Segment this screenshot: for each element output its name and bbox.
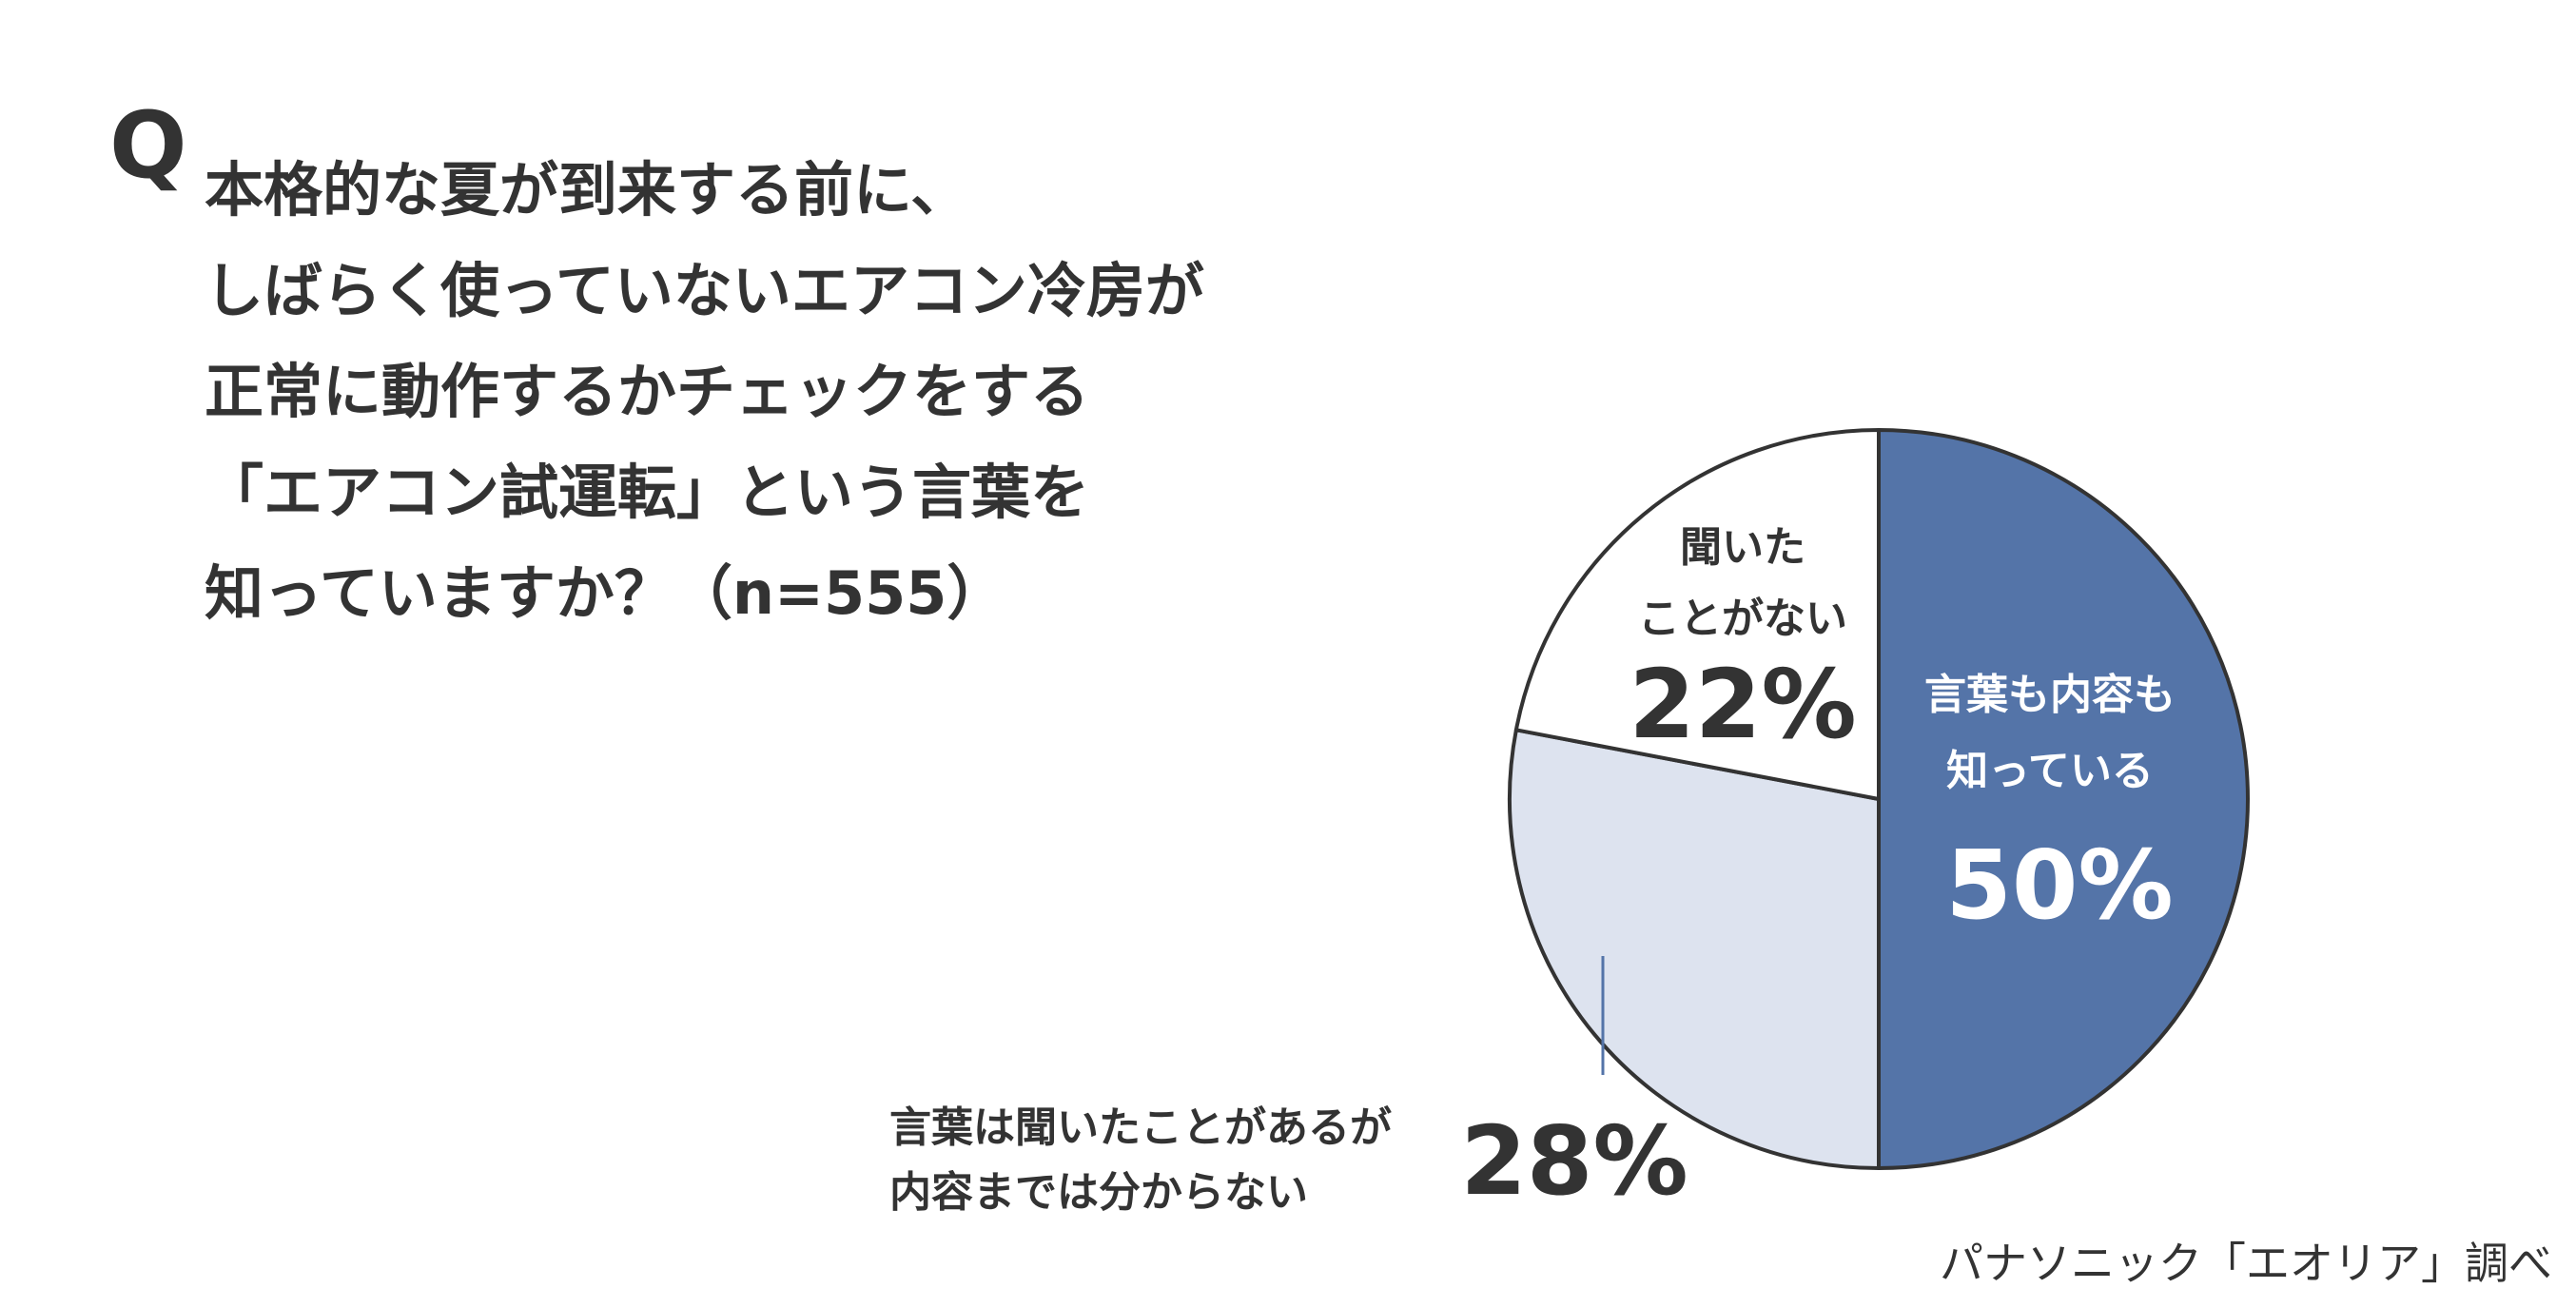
slice-label: ことがない xyxy=(1638,595,1847,643)
question-line: 「エアコン試運転」という言葉を xyxy=(205,458,1090,527)
question-marker: Q xyxy=(109,92,187,199)
pie-slice xyxy=(1508,728,1881,1170)
slice-label: 言葉は聞いたことがあるが xyxy=(889,1103,1392,1152)
slice-value-label: 50% xyxy=(1945,830,2173,941)
slice-value-label: 28% xyxy=(1460,1105,1688,1217)
slice-label: 知っている xyxy=(1946,747,2154,795)
pie-slice xyxy=(1877,428,2250,1170)
question-line: 本格的な夏が到来する前に、 xyxy=(205,155,970,225)
question-line: 知っていますか？（n=555） xyxy=(205,558,1006,628)
slice-value-label: 22% xyxy=(1629,649,1856,760)
question-line: 正常に動作するかチェックをする xyxy=(205,357,1090,426)
question-text: 本格的な夏が到来する前に、 しばらく使っていないエアコン冷房が 正常に動作するか… xyxy=(205,143,1204,647)
pie-slice xyxy=(1513,428,1881,801)
slice-label: 聞いた xyxy=(1680,523,1805,572)
source-note: パナソニック「エオリア」調べ xyxy=(1940,1238,2552,1289)
slice-label: 言葉も内容も xyxy=(1924,671,2176,719)
question-line: しばらく使っていないエアコン冷房が xyxy=(205,256,1204,325)
slice-label: 内容までは分からない xyxy=(889,1168,1308,1217)
